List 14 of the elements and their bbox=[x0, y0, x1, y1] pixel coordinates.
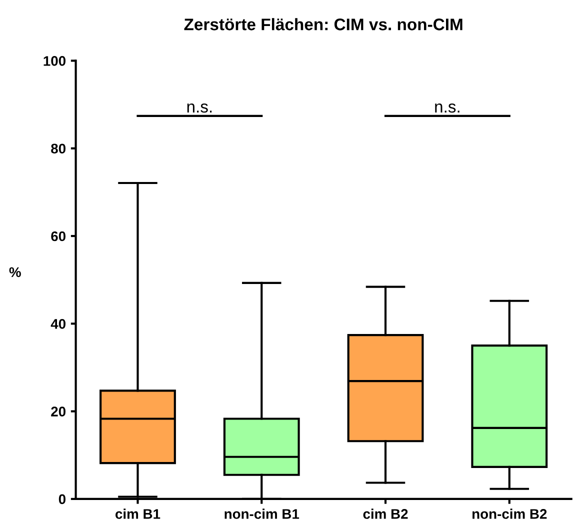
y-tick-label: 60 bbox=[51, 231, 66, 242]
x-tick-label: cim B2 bbox=[363, 508, 408, 519]
y-tick-label: 0 bbox=[58, 494, 66, 504]
y-tick-label: 100 bbox=[44, 56, 66, 66]
y-tick-label: 40 bbox=[50, 319, 66, 329]
annotation: n.s. bbox=[435, 104, 460, 113]
annotation: n.s. bbox=[187, 104, 212, 113]
x-tick-label: non-cim B2 bbox=[472, 508, 547, 519]
x-tick-label: non-cim B1 bbox=[224, 508, 300, 519]
x-tick-label: cim B1 bbox=[116, 508, 160, 519]
y-tick-label: 20 bbox=[51, 406, 66, 416]
y-tick-label: 80 bbox=[51, 144, 66, 154]
chart-title: Zerstörte Flächen: CIM vs. non-CIM bbox=[184, 18, 462, 30]
y-axis-title: % bbox=[9, 267, 21, 278]
